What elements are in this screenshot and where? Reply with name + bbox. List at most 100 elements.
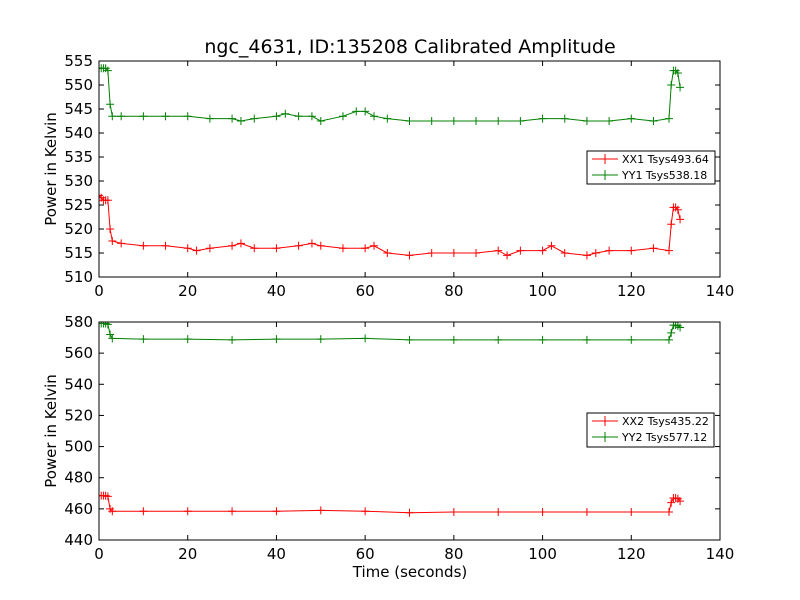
top-point-xx1 [516,246,525,255]
top-point-yy1 [538,114,547,123]
top-point-xx1 [228,241,237,250]
top-point-xx1 [427,249,436,257]
top-point-yy1 [183,112,192,121]
top-y-axis-label: Power in Kelvin [42,112,60,226]
bottom-point-yy2 [405,335,414,344]
top-legend-marker-xx1 [600,154,610,164]
bottom-point-xx2 [183,507,192,516]
top-y-tick-label: 540 [64,124,93,142]
top-point-xx1 [103,196,112,205]
top-point-yy1 [560,114,569,123]
top-point-xx1 [161,241,170,250]
top-point-yy1 [281,109,290,118]
top-point-xx1 [117,239,126,248]
top-point-xx1 [649,244,658,253]
bottom-y-tick-label: 480 [64,469,93,487]
top-point-yy1 [139,112,148,121]
bottom-point-yy2 [361,334,370,343]
top-point-xx1 [627,246,636,255]
bottom-point-yy2 [108,334,117,343]
top-point-yy1 [673,69,682,77]
top-point-xx1 [370,241,379,250]
top-point-xx1 [183,244,192,253]
top-point-xx1 [405,251,414,260]
top-point-xx1 [591,249,600,257]
bottom-legend-label-xx2: XX2 Tsys435.22 [622,415,709,428]
top-point-yy1 [338,112,347,121]
bottom-x-tick-label: 40 [267,545,286,563]
top-point-yy1 [627,114,636,123]
top-y-ticks: 510 515 520 525 530 535 540 545 550 555 [64,52,720,286]
bottom-point-yy2 [183,335,192,344]
top-point-xx1 [472,249,481,257]
top-point-yy1 [405,117,414,125]
bottom-point-xx2 [316,506,325,515]
bottom-point-yy2 [627,335,636,344]
top-plot-area [99,64,685,260]
top-point-xx1 [361,244,370,253]
top-point-xx1 [139,241,148,250]
top-point-yy1 [316,117,325,125]
top-point-yy1 [472,117,481,125]
bottom-x-tick-label: 0 [94,545,104,563]
bottom-point-yy2 [664,335,673,344]
bottom-point-yy2 [538,335,547,344]
top-point-xx1 [294,241,303,250]
top-point-yy1 [228,114,237,123]
bottom-legend-box [586,412,715,448]
top-point-xx1 [307,239,316,248]
bottom-point-xx2 [582,507,591,516]
top-point-xx1 [538,246,547,255]
top-y-tick-label: 510 [64,268,93,286]
bottom-point-yy2 [582,335,591,344]
top-point-yy1 [667,81,676,89]
bottom-y-axis-label: Power in Kelvin [42,374,60,488]
bottom-legend-marker-xx2 [600,416,610,426]
top-point-yy1 [516,117,525,125]
bottom-point-xx2 [272,507,281,516]
bottom-subplot: 0 20 40 60 80 100 120 140 440 460 480 500 520 540 560… [42,313,734,581]
top-point-xx1 [250,244,259,253]
top-point-yy1 [108,112,117,121]
top-x-tick-label: 20 [178,282,197,300]
top-y-tick-label: 550 [64,76,93,94]
top-point-yy1 [582,117,591,125]
bottom-point-xx2 [108,507,117,516]
top-point-yy1 [676,83,685,92]
top-point-xx1 [503,251,512,260]
bottom-legend-label-yy2: YY2 Tsys577.12 [621,431,707,444]
bottom-point-xx2 [664,507,673,516]
bottom-x-tick-label: 80 [444,545,463,563]
top-point-xx1 [272,244,281,253]
top-point-yy1 [494,117,503,125]
top-point-xx1 [383,249,392,257]
top-x-tick-label: 60 [356,282,375,300]
top-point-xx1 [676,215,685,224]
top-point-xx1 [560,249,569,257]
bottom-point-xx2 [449,507,458,516]
bottom-y-ticks: 440 460 480 500 520 540 560 580 [64,313,720,549]
bottom-y-tick-label: 440 [64,531,93,549]
top-point-yy1 [649,117,658,125]
bottom-x-tick-label: 120 [617,545,646,563]
bottom-point-xx2 [405,508,414,517]
top-point-yy1 [103,66,112,75]
top-x-tick-label: 40 [267,282,286,300]
top-point-yy1 [427,117,436,125]
top-point-xx1 [205,244,214,253]
top-point-xx1 [547,241,556,250]
top-y-tick-label: 515 [64,244,93,262]
top-legend-box [586,150,716,185]
top-y-tick-label: 545 [64,100,93,118]
bottom-point-yy2 [449,335,458,344]
bottom-point-yy2 [228,335,237,344]
bottom-y-tick-label: 500 [64,438,93,456]
top-x-tick-label: 140 [706,282,735,300]
bottom-point-xx2 [361,507,370,516]
top-plot-frame [98,60,721,278]
top-point-yy1 [664,114,673,123]
bottom-x-tick-label: 140 [706,545,735,563]
bottom-point-yy2 [316,335,325,344]
top-y-tick-label: 535 [64,148,93,166]
